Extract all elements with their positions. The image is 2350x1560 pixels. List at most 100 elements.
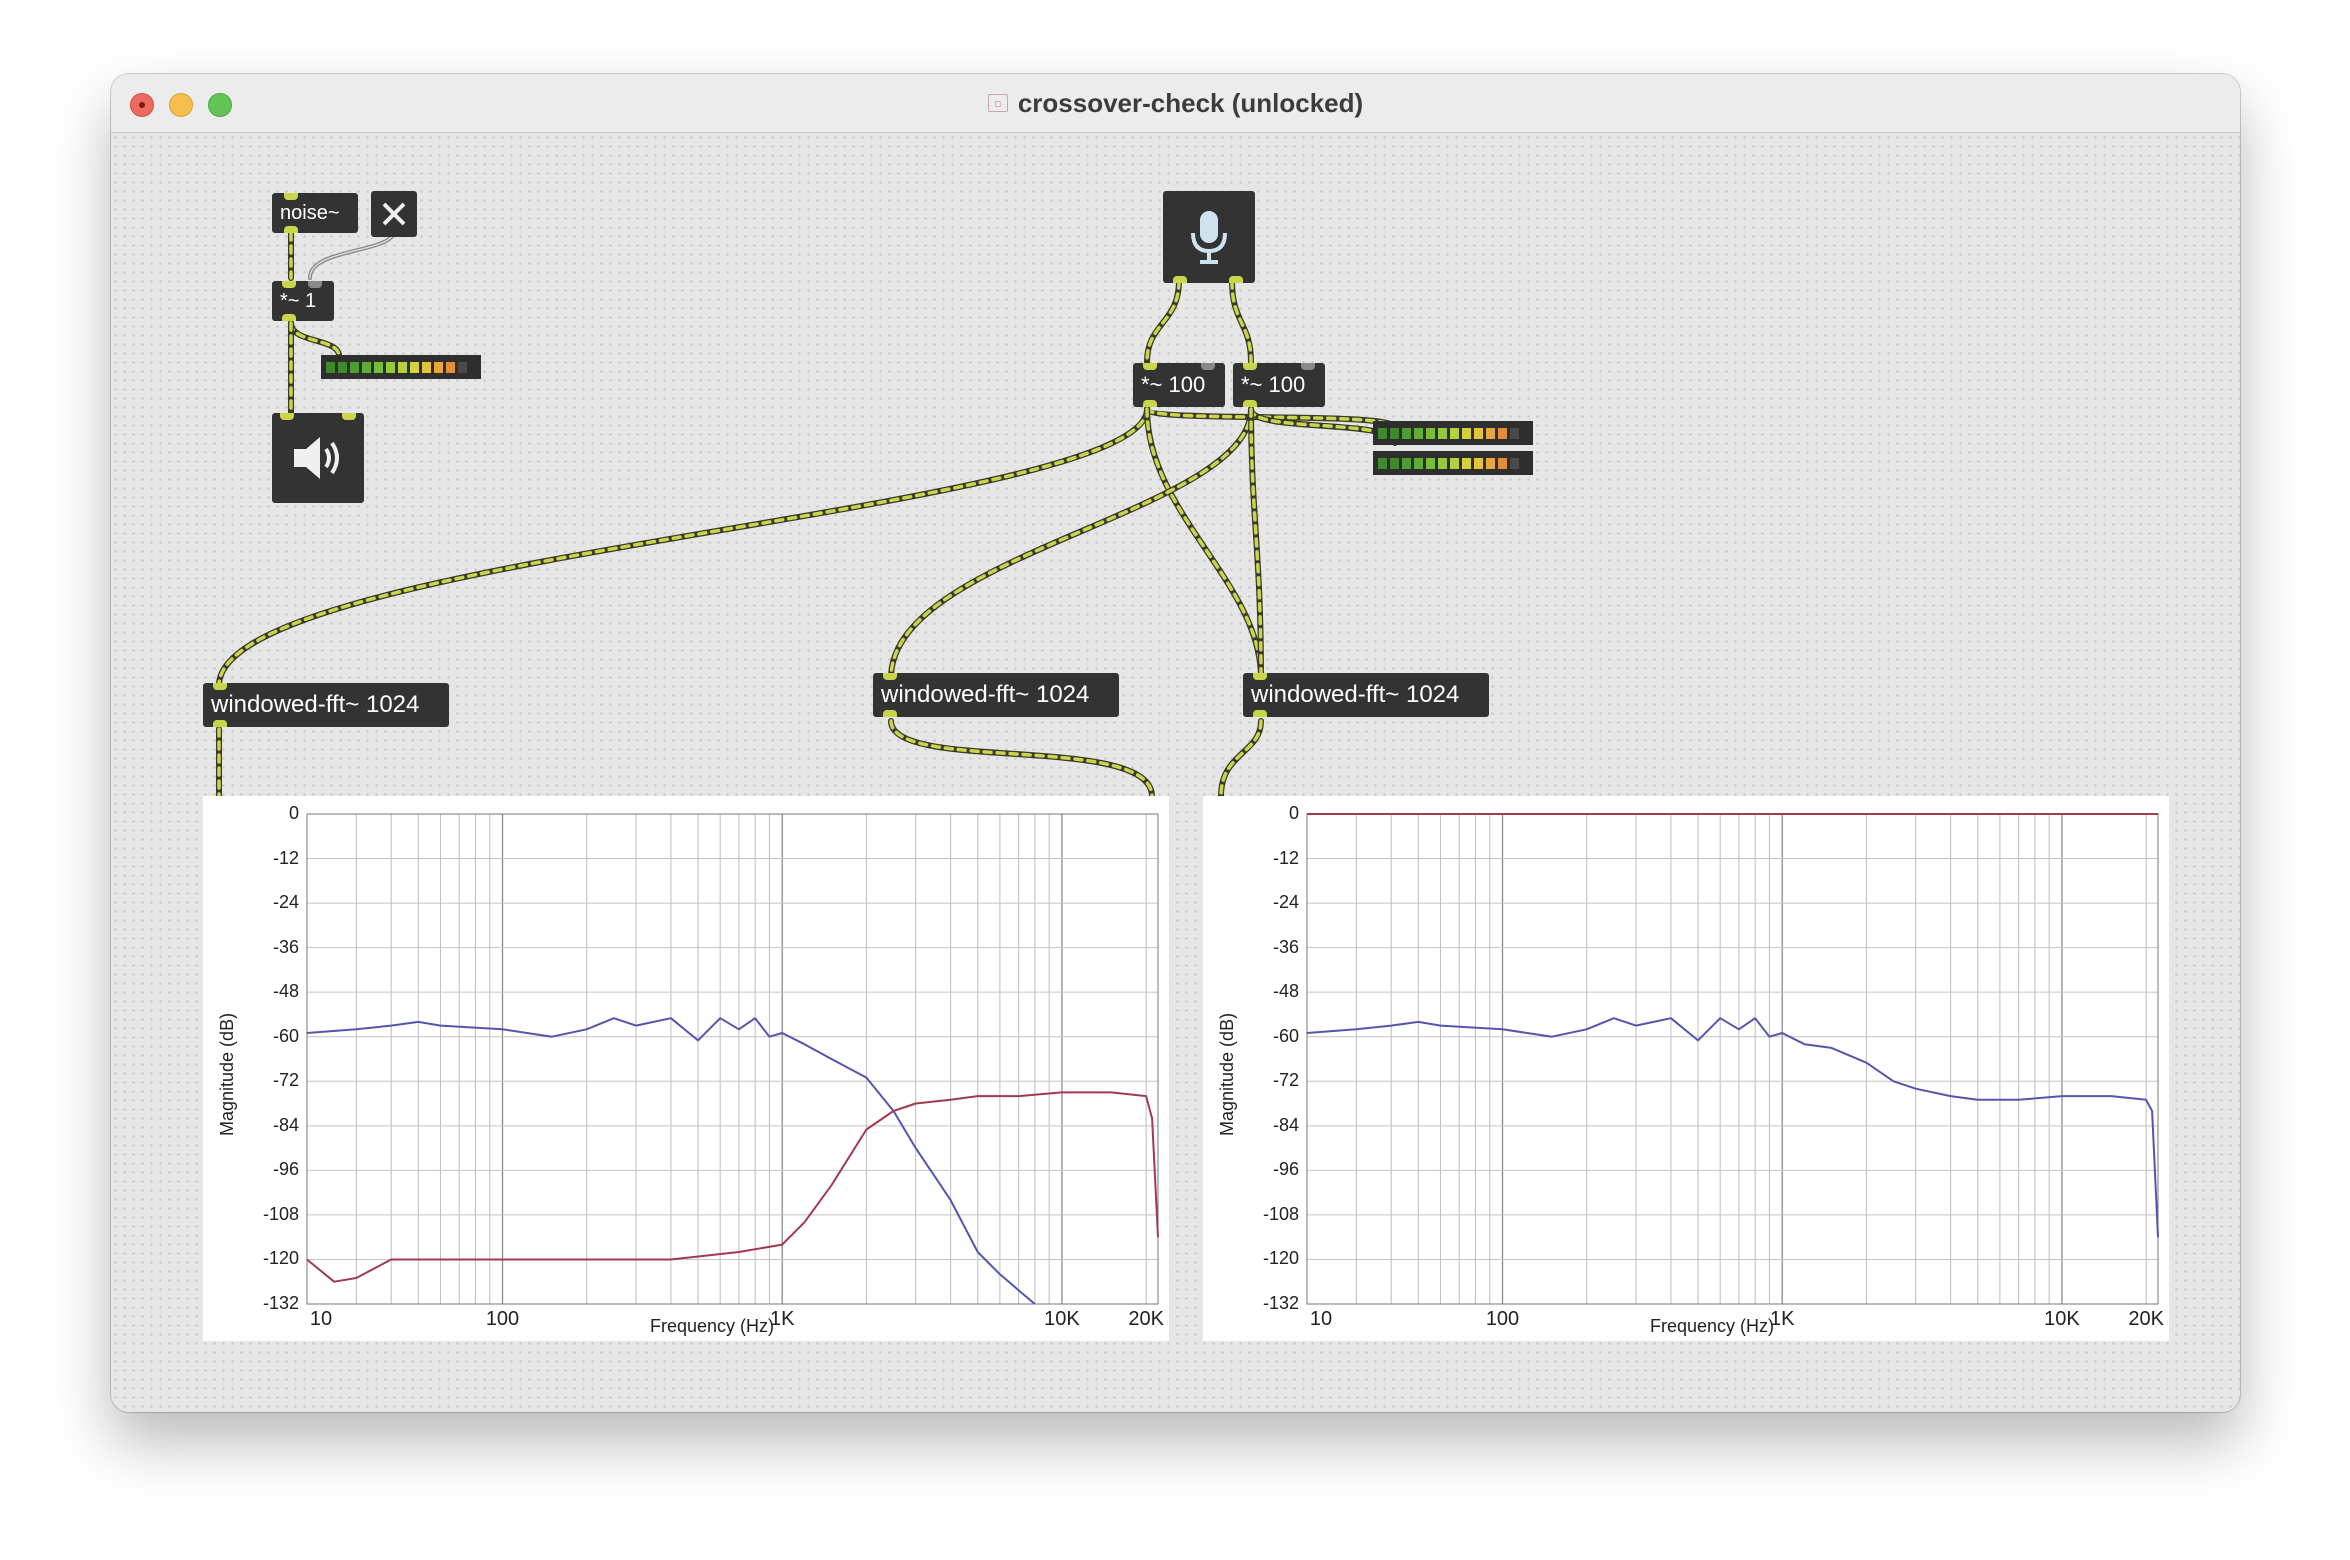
- dac-inlet-left[interactable]: [280, 413, 294, 420]
- title-wrap: ◻ crossover-check (unlocked): [111, 74, 2240, 132]
- spectrum-plot-1[interactable]: 0 -12 -24 -36 -48 -60 -72 -84 -96 -108 -120 -132 10 1…: [203, 796, 1169, 1341]
- x-tick-label: 10: [1309, 1308, 1333, 1330]
- multiply-100-b-object[interactable]: *~ 100: [1233, 363, 1325, 407]
- y-tick-label: -120: [262, 1248, 299, 1269]
- windowed-fft-2-inlet[interactable]: [883, 673, 897, 680]
- patcher-window: ◻ crossover-check (unlocked): [111, 74, 2240, 1412]
- multiply-1-inlet-right[interactable]: [308, 281, 322, 288]
- windowed-fft-2-label: windowed-fft~ 1024: [881, 681, 1090, 708]
- noise-object[interactable]: noise~: [272, 193, 358, 233]
- y-tick-label: -84: [272, 1114, 299, 1135]
- toggle-object[interactable]: [371, 191, 417, 237]
- y-axis-title: Magnitude (dB): [1217, 1012, 1237, 1136]
- meter-segment: [1426, 457, 1435, 469]
- adc-object[interactable]: [1163, 191, 1255, 283]
- multiply-1-inlet-left[interactable]: [282, 281, 296, 288]
- series-line-2: [1306, 1017, 2159, 1238]
- windowed-fft-1-outlet[interactable]: [213, 720, 227, 727]
- y-tick-label: -132: [1262, 1293, 1299, 1313]
- meter-segment: [1414, 457, 1423, 469]
- meter-segment: [1462, 427, 1471, 439]
- meter-segment: [386, 361, 395, 373]
- multiply-100-a-inlet-right[interactable]: [1201, 363, 1215, 370]
- series-line-1: [306, 1017, 1036, 1305]
- patch-canvas[interactable]: noise~ *~ 1: [111, 133, 2240, 1412]
- x-tick-label: 10K: [2044, 1308, 2080, 1330]
- level-meter-1[interactable]: [321, 355, 481, 379]
- plot-frame: [1306, 813, 2159, 1305]
- windowed-fft-object-2[interactable]: windowed-fft~ 1024: [873, 673, 1119, 717]
- level-meter-3[interactable]: [1373, 451, 1533, 475]
- meter-segment: [1462, 457, 1471, 469]
- adc-outlet-right[interactable]: [1229, 276, 1243, 283]
- meter-segment: [410, 361, 419, 373]
- close-window-button[interactable]: [130, 93, 154, 117]
- windowed-fft-3-inlet[interactable]: [1253, 673, 1267, 680]
- close-x-icon: [382, 202, 406, 226]
- windowed-fft-3-label: windowed-fft~ 1024: [1251, 681, 1460, 708]
- meter-segment: [1474, 457, 1483, 469]
- dac-inlet-right[interactable]: [342, 413, 356, 420]
- windowed-fft-2-outlet[interactable]: [883, 710, 897, 717]
- y-tick-label: -108: [262, 1203, 299, 1224]
- meter-segment: [422, 361, 431, 373]
- microphone-icon: [1191, 211, 1227, 264]
- meter-segment: [326, 361, 335, 373]
- meter-segment: [1378, 427, 1387, 439]
- meter-segment: [350, 361, 359, 373]
- multiply-100-b-inlet-right[interactable]: [1301, 363, 1315, 370]
- spectrum-chart-svg: [1306, 813, 2159, 1305]
- x-tick-label: 1K: [769, 1308, 795, 1330]
- noise-inlet[interactable]: [284, 193, 298, 200]
- y-tick-label: -96: [1272, 1159, 1299, 1180]
- multiply-1-outlet[interactable]: [282, 314, 296, 321]
- y-tick-label: -36: [1272, 936, 1299, 957]
- x-tick-label: 100: [485, 1308, 520, 1330]
- meter-segment: [1402, 427, 1411, 439]
- multiply-100-b-outlet[interactable]: [1243, 400, 1257, 407]
- meter-segment: [1438, 427, 1447, 439]
- multiply-100-b-label: *~ 100: [1241, 372, 1306, 397]
- max-patcher-icon: ◻: [987, 94, 1008, 112]
- y-tick-label: -24: [1272, 892, 1299, 913]
- dac-object[interactable]: [272, 413, 364, 503]
- meter-segment: [1498, 457, 1507, 469]
- y-tick-label: -24: [272, 892, 299, 913]
- spectrum-plot-2[interactable]: 0 -12 -24 -36 -48 -60 -72 -84 -96 -108 -120 -132 10 1…: [1203, 796, 2169, 1341]
- windowed-fft-1-inlet[interactable]: [213, 683, 227, 690]
- multiply-100-a-outlet[interactable]: [1143, 400, 1157, 407]
- multiply-100-a-object[interactable]: *~ 100: [1133, 363, 1225, 407]
- y-tick-label: -12: [272, 847, 299, 868]
- multiply-100-a-inlet-left[interactable]: [1143, 363, 1157, 370]
- minimize-window-button[interactable]: [169, 93, 193, 117]
- x-tick-label: 1K: [1769, 1308, 1795, 1330]
- meter-segment: [1450, 457, 1459, 469]
- adc-outlet-left[interactable]: [1173, 276, 1187, 283]
- meter-segment: [1450, 427, 1459, 439]
- windowed-fft-3-outlet[interactable]: [1253, 710, 1267, 717]
- x-tick-label: 10: [309, 1308, 333, 1330]
- meter-segment: [362, 361, 371, 373]
- meter-segment: [434, 361, 443, 373]
- windowed-fft-object-3[interactable]: windowed-fft~ 1024: [1243, 673, 1489, 717]
- windowed-fft-object-1[interactable]: windowed-fft~ 1024: [203, 683, 449, 727]
- level-meter-2[interactable]: [1373, 421, 1533, 445]
- noise-outlet[interactable]: [284, 226, 298, 233]
- series-line-2: [306, 1091, 1159, 1283]
- x-tick-label: 100: [1485, 1308, 1520, 1330]
- meter-segment: [1414, 427, 1423, 439]
- y-tick-label: -36: [272, 936, 299, 957]
- x-axis-title: Frequency (Hz): [1650, 1316, 1775, 1336]
- y-tick-label: -60: [1272, 1025, 1299, 1046]
- title-bar[interactable]: ◻ crossover-check (unlocked): [111, 74, 2240, 133]
- meter-segment: [1486, 457, 1495, 469]
- x-tick-label: 20K: [1128, 1308, 1164, 1330]
- multiply-1-object[interactable]: *~ 1: [272, 281, 334, 321]
- meter-segment: [458, 361, 467, 373]
- y-tick-label: -72: [1272, 1070, 1299, 1091]
- multiply-100-b-inlet-left[interactable]: [1243, 363, 1257, 370]
- meter-segment: [1498, 427, 1507, 439]
- zoom-window-button[interactable]: [208, 93, 232, 117]
- y-tick-label: -108: [1262, 1203, 1299, 1224]
- windowed-fft-1-label: windowed-fft~ 1024: [211, 691, 420, 718]
